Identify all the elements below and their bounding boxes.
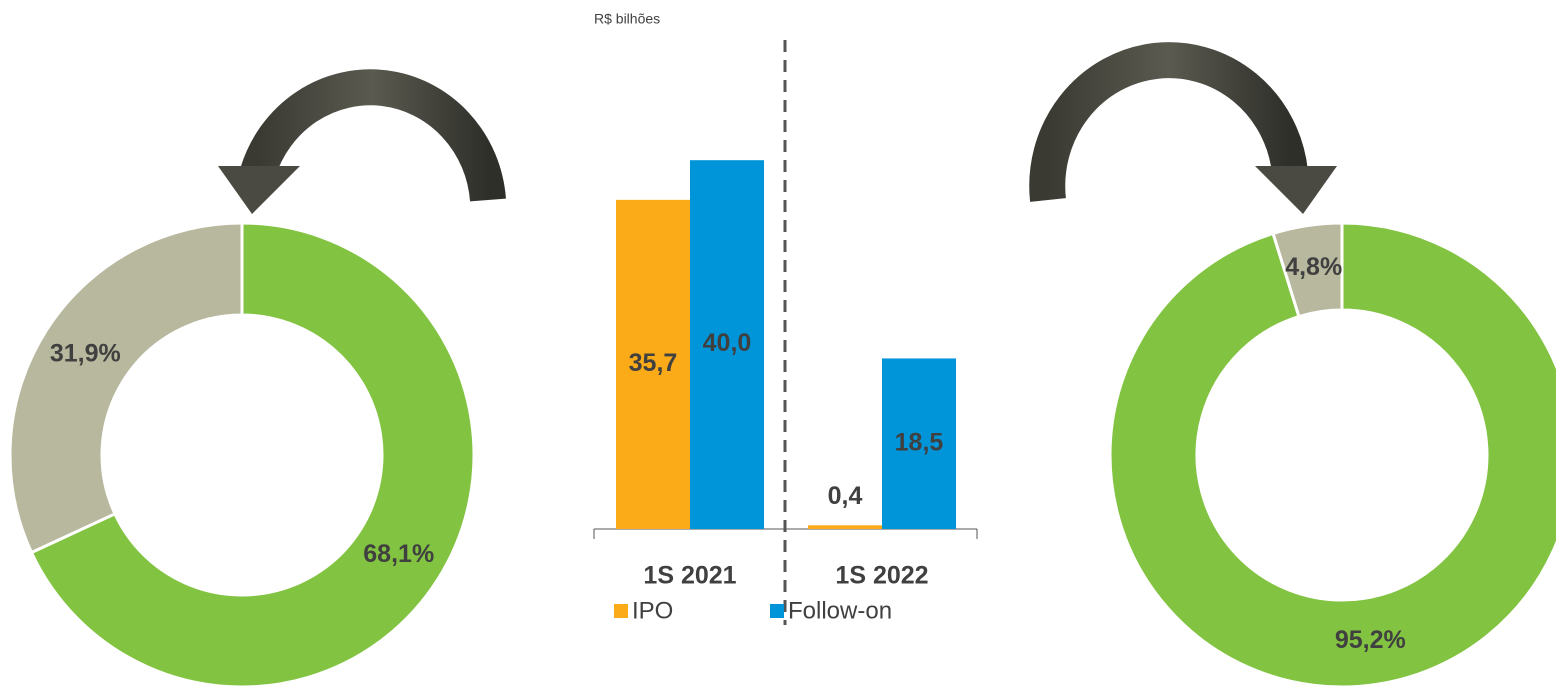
legend-label: Follow-on xyxy=(788,597,892,624)
chart-subtitle: R$ bilhões xyxy=(594,11,660,27)
bar xyxy=(882,358,956,529)
legend-label: IPO xyxy=(632,597,673,624)
data-label: 31,9% xyxy=(50,339,121,367)
data-label: 68,1% xyxy=(363,540,434,568)
donut-slice xyxy=(1108,221,1556,689)
bar xyxy=(690,160,764,529)
legend-swatch xyxy=(614,604,628,618)
donut-slice xyxy=(8,221,244,555)
bar xyxy=(616,199,690,529)
donut-slice xyxy=(1271,221,1344,319)
arrow-right xyxy=(1029,42,1337,214)
data-label: 40,0 xyxy=(703,329,752,357)
data-label: 4,8% xyxy=(1285,253,1342,281)
x-tick-label: 1S 2021 xyxy=(643,562,736,590)
data-label: 35,7 xyxy=(629,349,678,377)
data-label: 95,2% xyxy=(1335,626,1406,654)
legend-swatch xyxy=(770,604,784,618)
bar xyxy=(808,525,882,529)
arrow-left xyxy=(218,69,506,214)
donut-slice xyxy=(29,221,476,689)
x-tick-label: 1S 2022 xyxy=(835,562,928,590)
data-label: 18,5 xyxy=(895,428,944,456)
data-label: 0,4 xyxy=(828,482,863,510)
